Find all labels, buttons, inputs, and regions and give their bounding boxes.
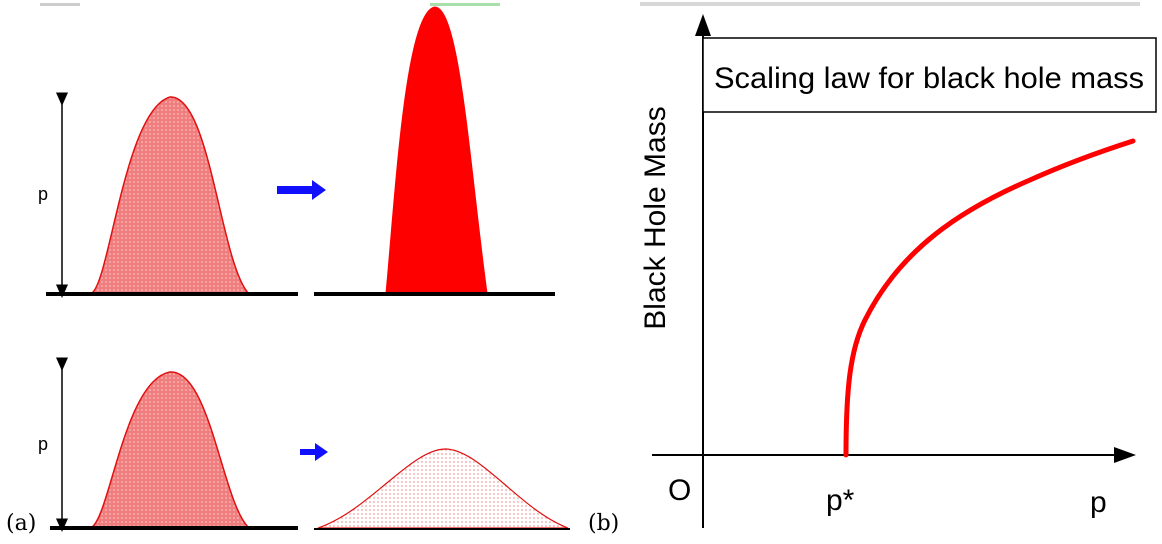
- scaling-curve: [843, 138, 1136, 458]
- bottom-initial-bump: [89, 371, 250, 528]
- panel-a-label: (a): [6, 511, 36, 536]
- y-axis-label: Black Hole Mass: [639, 106, 672, 329]
- panel-a: p p (a): [6, 6, 570, 536]
- top-collapsed-profile: [314, 6, 555, 296]
- top-amplitude-label: p: [38, 184, 48, 204]
- critical-tick-label: p*: [826, 484, 855, 517]
- x-axis-arrowhead: [1114, 447, 1136, 463]
- y-axis-arrowhead: [695, 14, 711, 36]
- top-initial-profile: p: [38, 92, 298, 298]
- bottom-amplitude-label: p: [38, 434, 48, 454]
- top-evolution-arrow: [277, 180, 326, 200]
- origin-label: O: [668, 474, 691, 507]
- top-initial-bump: [89, 96, 250, 294]
- chart-title: Scaling law for black hole mass: [714, 62, 1144, 95]
- bottom-initial-profile: p: [38, 357, 298, 532]
- bottom-dispersed-profile: [314, 448, 570, 530]
- top-collapsed-bump: [385, 6, 488, 294]
- bottom-evolution-arrow: [300, 443, 328, 461]
- title-box: [702, 37, 1157, 113]
- panel-b-label: (b): [588, 511, 619, 536]
- x-axis-label: p: [1090, 486, 1107, 519]
- top-edge-artifacts: [40, 2, 1140, 6]
- bottom-dispersed-bump: [317, 448, 569, 529]
- panel-b: (b) Scaling law for black hole mass Blac…: [588, 14, 1157, 536]
